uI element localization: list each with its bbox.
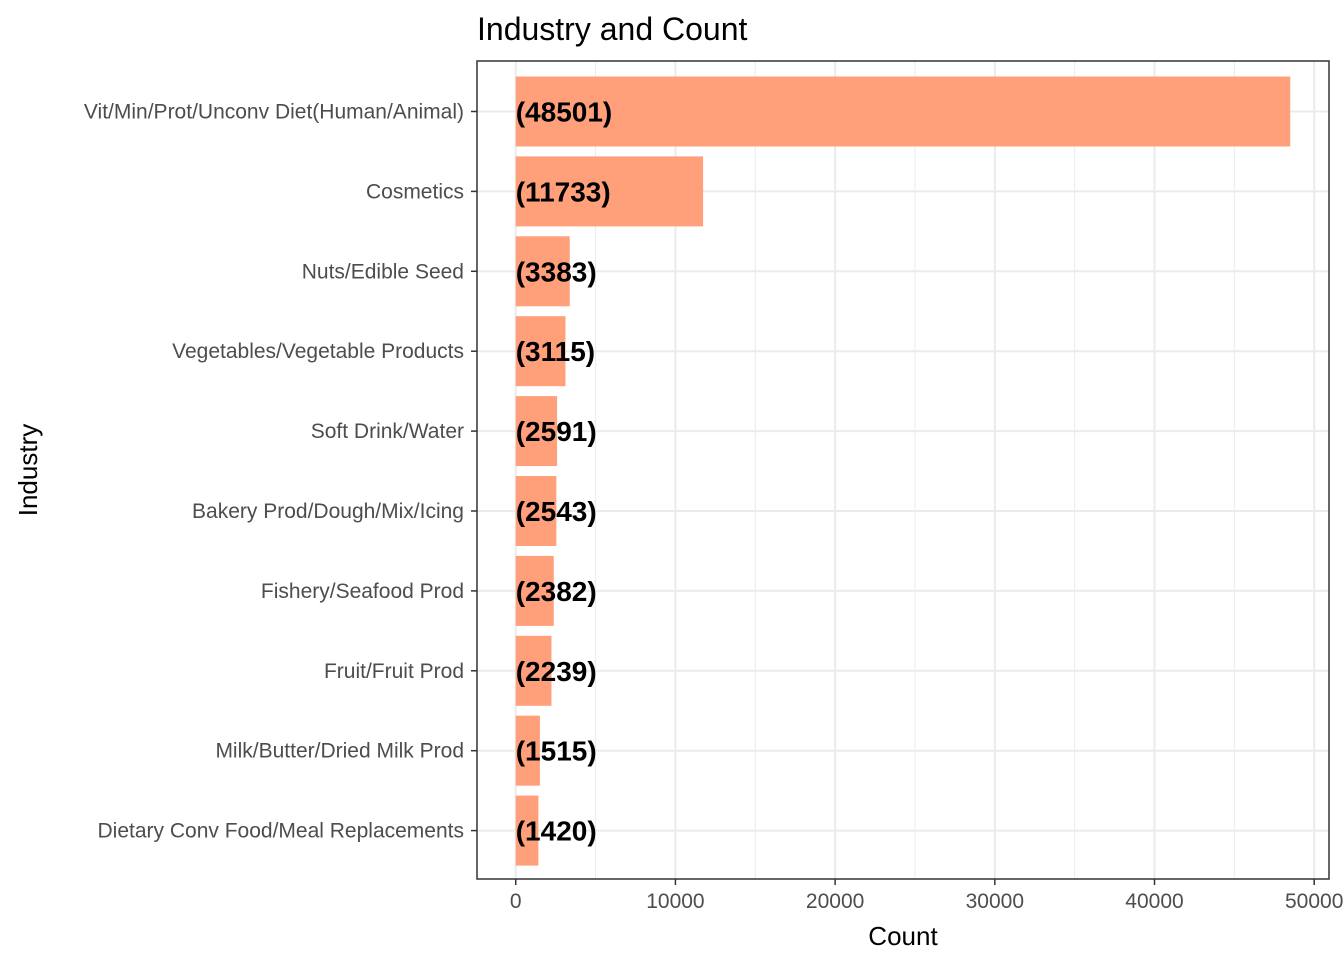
bar-8 (515, 635, 552, 706)
y-tick-label: Fruit/Fruit Prod (324, 660, 464, 683)
bar-2 (515, 156, 704, 227)
x-tick-label: 10000 (646, 890, 704, 913)
data-label: (3115) (516, 336, 595, 367)
x-tick-label: 20000 (806, 890, 864, 913)
data-label: (1420) (516, 816, 597, 847)
x-tick-label: 30000 (966, 890, 1024, 913)
bar-5 (515, 396, 558, 467)
y-tick-label: Bakery Prod/Dough/Mix/Icing (192, 500, 464, 523)
x-tick-label: 0 (510, 890, 522, 913)
data-label: (2591) (516, 416, 597, 447)
bar-3 (515, 236, 570, 307)
data-label: (3383) (516, 256, 597, 287)
data-label: (11733) (516, 176, 611, 207)
bar-9 (515, 715, 540, 786)
y-tick-label: Dietary Conv Food/Meal Replacements (98, 820, 465, 843)
bar-7 (515, 555, 554, 626)
x-axis-title: Count (868, 921, 938, 951)
plot-area: (48501) (11733) (3383) (3115) (2591) (2543) (2… (84, 60, 1343, 913)
y-tick-label: Milk/Butter/Dried Milk Prod (215, 740, 464, 763)
bar-4 (515, 316, 566, 387)
y-tick-label: Vit/Min/Prot/Unconv Diet(Human/Animal) (84, 101, 464, 124)
panel-border (476, 60, 1330, 880)
y-tick-label: Fishery/Seafood Prod (261, 580, 464, 603)
data-label: (1515) (516, 736, 597, 767)
x-tick-label: 40000 (1125, 890, 1183, 913)
bar-6 (515, 476, 557, 546)
y-tick-label: Nuts/Edible Seed (302, 260, 464, 283)
data-label: (2543) (516, 496, 597, 527)
data-label: (48501) (516, 97, 613, 128)
data-label: (2382) (516, 576, 597, 607)
y-tick-label: Vegetables/Vegetable Products (172, 340, 464, 363)
y-tick-label: Soft Drink/Water (311, 420, 464, 443)
data-label: (2239) (516, 656, 597, 687)
x-tick-label: 50000 (1285, 890, 1343, 913)
bar-1 (515, 76, 1291, 147)
y-tick-label: Cosmetics (366, 180, 464, 203)
bar-10 (515, 795, 539, 866)
chart-title: Industry and Count (477, 11, 748, 47)
y-axis-title: Industry (13, 424, 43, 517)
